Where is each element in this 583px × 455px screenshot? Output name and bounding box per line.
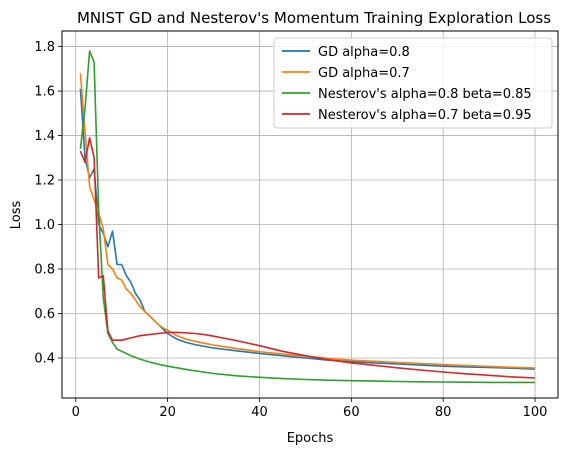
legend: GD alpha=0.8 GD alpha=0.7 Nesterov's alpha…: [273, 37, 553, 129]
y-tick-label: 1.8: [34, 40, 55, 55]
legend-box: [273, 37, 553, 129]
y-tick-label: 0.6: [34, 307, 55, 322]
legend-label: GD alpha=0.8: [318, 45, 410, 60]
series-line-3: [79, 50, 535, 384]
legend-label: GD alpha=0.7: [318, 66, 410, 81]
x-tick-label: 60: [343, 405, 360, 420]
series-line-4: [79, 137, 536, 379]
x-tick-label: 80: [435, 405, 452, 420]
x-tick-label: 40: [251, 405, 268, 420]
x-tick-label: 100: [523, 405, 548, 420]
y-tick-label: 1.6: [34, 85, 55, 100]
x-tick-label: 0: [72, 405, 80, 420]
axis-ticks: 0 20 40 60 80 100 0.4 0.6 0.8 1.0 1.2 1.4 1.6 1.8: [34, 40, 547, 420]
series-lines: [79, 50, 536, 384]
series-line-2: [79, 73, 536, 369]
y-tick-label: 1.2: [34, 174, 55, 189]
plot-frame: [61, 30, 559, 399]
y-tick-label: 0.8: [34, 262, 55, 277]
y-tick-label: 1.0: [34, 218, 55, 233]
y-axis-label: Loss: [9, 201, 24, 230]
legend-label: Nesterov's alpha=0.8 beta=0.85: [318, 87, 532, 102]
chart-title: MNIST GD and Nesterov's Momentum Trainin…: [77, 9, 551, 27]
y-tick-label: 0.4: [34, 351, 55, 366]
x-axis-label: Epochs: [287, 431, 334, 446]
x-tick-label: 20: [159, 405, 176, 420]
legend-label: Nesterov's alpha=0.7 beta=0.95: [318, 108, 532, 123]
series-line-1: [79, 88, 536, 370]
y-tick-label: 1.4: [34, 129, 55, 144]
